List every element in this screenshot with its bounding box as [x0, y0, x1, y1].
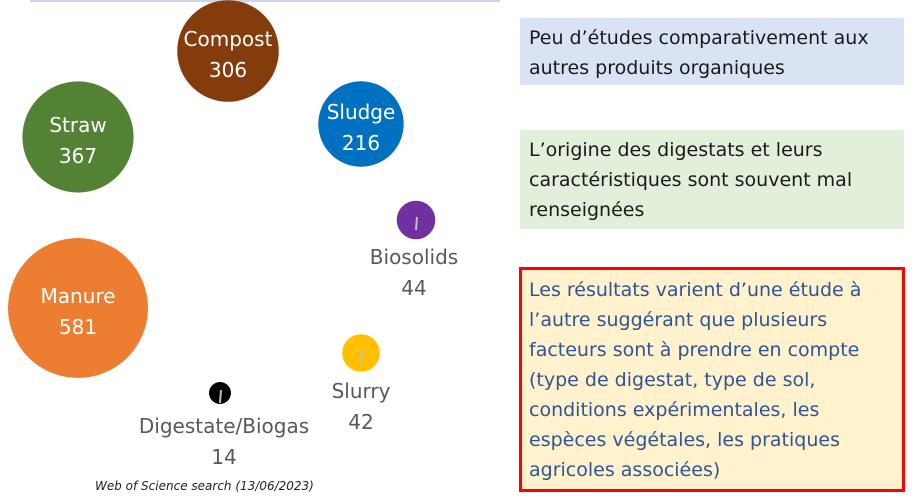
note-line: Peu d’études comparativement aux: [529, 27, 869, 49]
bubble-value-digestate-biogas: 14: [211, 445, 236, 469]
note-line: caractéristiques sont souvent mal: [529, 169, 853, 191]
bubble-value-compost: 306: [209, 58, 247, 82]
bubble-value-biosolids: 44: [401, 276, 426, 300]
bubble-label-manure: Manure: [41, 284, 116, 308]
bubble-value-manure: 581: [59, 315, 97, 339]
bubble-label-compost: Compost: [184, 27, 273, 51]
note-box-origin: L’origine des digestats et leurs caracté…: [520, 130, 904, 229]
note-line: renseignées: [529, 199, 645, 221]
note-line: conditions expérimentales, les: [529, 399, 820, 421]
bubble-label-slurry: Slurry: [332, 379, 391, 403]
bubble-chart: Compost 306 Straw 367 Sludge 216 Biosolids 44 Ma…: [8, 0, 458, 469]
bubble-label-straw: Straw: [49, 113, 106, 137]
bubble-value-sludge: 216: [342, 131, 380, 155]
bubble-label-sludge: Sludge: [327, 100, 396, 124]
note-line: (type de digestat, type de sol,: [529, 369, 816, 391]
bubble-label-digestate-biogas: Digestate/Biogas: [139, 414, 309, 438]
bubble-leader-digestate-biogas: [219, 389, 222, 404]
note-line: L’origine des digestats et leurs: [529, 139, 823, 161]
bubble-label-biosolids: Biosolids: [370, 245, 458, 269]
note-line: Les résultats varient d’une étude à: [529, 279, 862, 301]
bubble-leader-biosolids: [415, 216, 418, 231]
bubble-leader-slurry: [360, 349, 363, 364]
note-line: autres produits organiques: [529, 57, 785, 79]
note-line: espèces végétales, les pratiques: [529, 429, 840, 451]
top-rule: [30, 0, 500, 2]
source-note: Web of Science search (13/06/2023): [95, 479, 314, 493]
note-box-studies: Peu d’études comparativement aux autres …: [520, 18, 904, 85]
bubble-value-straw: 367: [59, 144, 97, 168]
bubble-manure: [8, 238, 148, 378]
note-box-results: Les résultats varient d’une étude à l’au…: [519, 267, 905, 492]
bubble-compost: [177, 0, 279, 102]
note-line: l’autre suggérant que plusieurs: [529, 309, 828, 331]
bubble-value-slurry: 42: [348, 410, 373, 434]
note-line: agricoles associées): [529, 459, 721, 481]
note-line: facteurs sont à prendre en compte: [529, 339, 860, 361]
bubble-straw: [22, 81, 134, 193]
bubble-sludge: [318, 81, 404, 167]
